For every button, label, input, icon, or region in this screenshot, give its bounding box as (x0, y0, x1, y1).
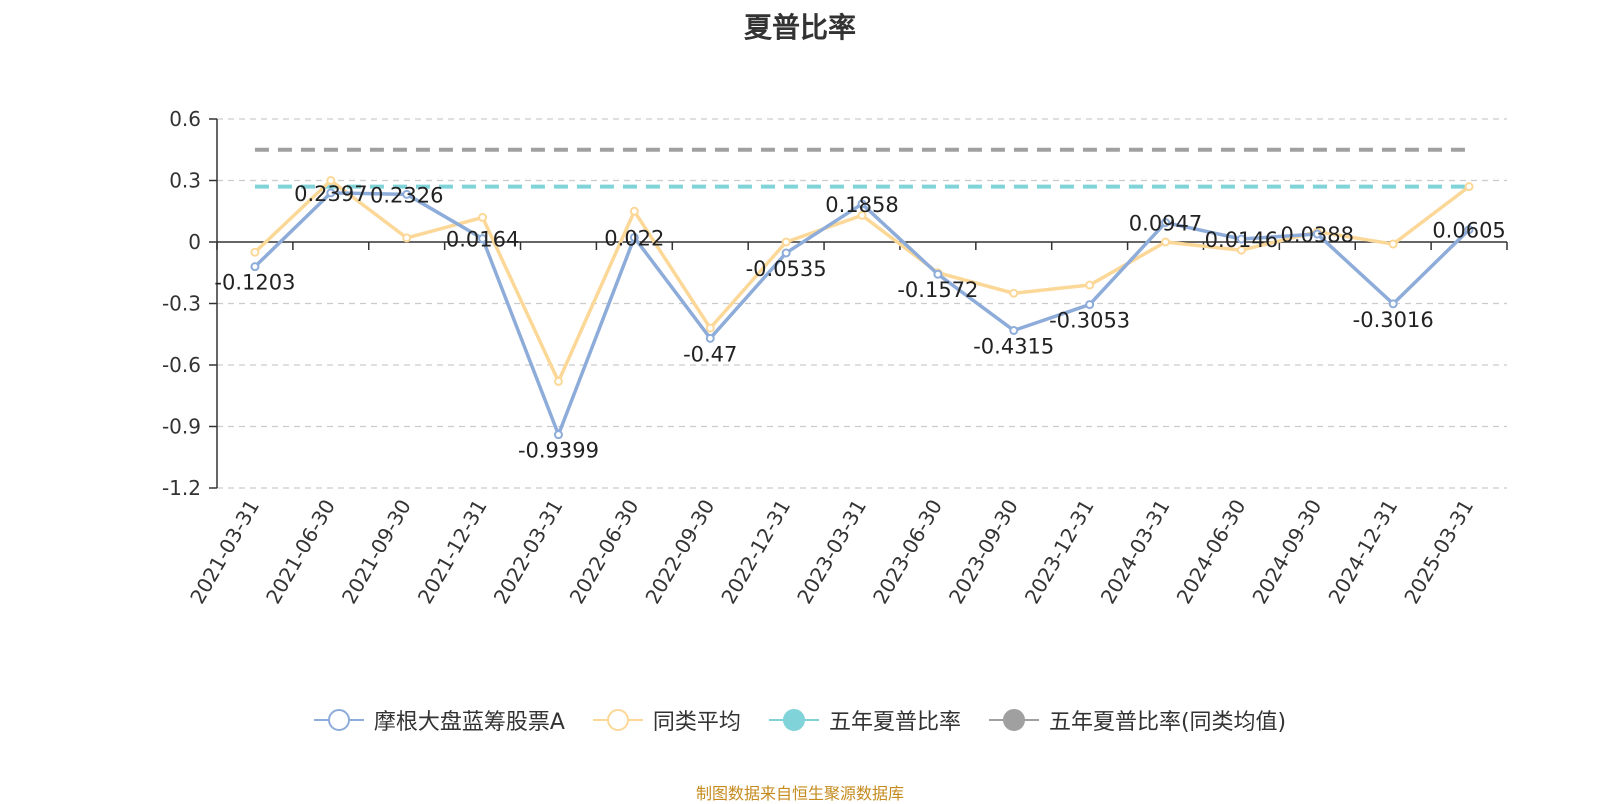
data-label: -0.0535 (746, 257, 827, 281)
legend-item-five-year-peer[interactable]: 五年夏普比率(同类均值) (988, 704, 1287, 736)
data-label: 0.022 (604, 226, 664, 250)
data-point-1[interactable] (705, 323, 715, 333)
x-tick-label: 2022-06-30 (565, 495, 644, 608)
data-label: 0.0146 (1205, 228, 1278, 252)
data-point-1[interactable] (857, 210, 867, 220)
legend-label-five-year-peer: 五年夏普比率(同类均值) (1048, 710, 1287, 735)
data-label: -0.9399 (518, 439, 599, 463)
x-tick-label: 2021-03-31 (185, 495, 264, 608)
data-point-1[interactable] (1236, 245, 1246, 255)
legend-item-peer-average[interactable]: 同类平均 (592, 704, 741, 736)
x-tick-label: 2021-09-30 (337, 495, 416, 608)
data-point-1[interactable] (1161, 237, 1171, 247)
x-tick-label: 2023-09-30 (944, 495, 1023, 608)
x-tick-label: 2022-12-31 (716, 495, 795, 608)
data-label: -0.1572 (897, 278, 978, 302)
sharpe-ratio-chart: 0.6 0.3 0 -0.3 -0.6 -0.9 -1.22021-03-312021-06… (162, 107, 1508, 608)
data-point-0[interactable] (326, 188, 336, 198)
data-point-0[interactable] (933, 269, 943, 279)
legend-item-five-year[interactable]: 五年夏普比率 (768, 704, 961, 736)
data-label: 0.0164 (446, 228, 519, 252)
y-tick-label: -0.9 (162, 415, 201, 439)
x-tick-label: 2021-06-30 (261, 495, 340, 608)
grid-layer (217, 118, 1507, 489)
data-point-0[interactable] (705, 333, 715, 343)
data-point-0[interactable] (1085, 300, 1095, 310)
data-label: 0.1858 (825, 193, 898, 217)
legend-label-fund: 摩根大盘蓝筹股票A (373, 710, 565, 735)
data-point-0[interactable] (1009, 325, 1019, 335)
data-point-0[interactable] (1312, 229, 1322, 239)
data-point-1[interactable] (1464, 182, 1474, 192)
series-layer (250, 176, 1474, 440)
data-point-0[interactable] (402, 189, 412, 199)
data-label: 0.2326 (370, 183, 443, 207)
chart-title: 夏普比率 (743, 11, 856, 44)
data-point-0[interactable] (629, 232, 639, 242)
legend-fund-marker-icon (313, 709, 364, 731)
data-label: -0.1203 (214, 271, 295, 295)
data-label: 0.2397 (294, 182, 367, 206)
data-label: 0.0388 (1281, 223, 1354, 247)
y-tick-label: -1.2 (162, 476, 201, 500)
x-tick-label: 2024-12-31 (1323, 495, 1402, 608)
data-point-0[interactable] (1464, 225, 1474, 235)
x-tick-label: 2025-03-31 (1399, 495, 1478, 608)
data-point-0[interactable] (553, 430, 563, 440)
x-tick-label: 2023-06-30 (868, 495, 947, 608)
y-tick-label: 0 (188, 230, 201, 254)
x-tick-label: 2023-12-31 (1020, 495, 1099, 608)
data-point-1[interactable] (478, 212, 488, 222)
y-tick-label: 0.6 (169, 107, 201, 131)
data-point-1[interactable] (781, 237, 791, 247)
data-label: 0.0605 (1432, 219, 1505, 243)
x-tick-label: 2024-03-31 (1096, 495, 1175, 608)
data-source-note: 制图数据来自恒生聚源数据库 (695, 784, 904, 803)
data-point-1[interactable] (402, 233, 412, 243)
data-point-1[interactable] (250, 247, 260, 257)
data-point-1[interactable] (1085, 280, 1095, 290)
y-tick-label: 0.3 (169, 169, 201, 193)
legend-label-peer-average: 同类平均 (652, 710, 741, 735)
legend-five-year-marker-icon (768, 709, 819, 731)
data-point-0[interactable] (478, 234, 488, 244)
data-point-0[interactable] (250, 262, 260, 272)
y-tick-label: -0.6 (162, 353, 201, 377)
x-tick-label: 2022-03-31 (489, 495, 568, 608)
data-point-0[interactable] (857, 199, 867, 209)
data-point-1[interactable] (1388, 239, 1398, 249)
data-label: -0.3016 (1353, 308, 1434, 332)
data-point-1[interactable] (326, 176, 336, 185)
x-tick-label: 2021-12-31 (413, 495, 492, 608)
data-label: -0.47 (683, 342, 737, 366)
data-point-1[interactable] (1009, 288, 1019, 298)
legend: 摩根大盘蓝筹股票A 同类平均 五年夏普比率 五年夏普比率(同类均值) (0, 704, 1600, 736)
data-label: 0.0947 (1129, 212, 1202, 236)
legend-five-year-peer-marker-icon (988, 709, 1039, 731)
data-point-0[interactable] (1388, 299, 1398, 309)
data-point-1[interactable] (553, 376, 563, 386)
data-point-1[interactable] (629, 206, 639, 216)
x-tick-label: 2023-03-31 (792, 495, 871, 608)
legend-label-five-year: 五年夏普比率 (828, 710, 961, 735)
x-tick-label: 2022-09-30 (640, 495, 719, 608)
y-tick-label: -0.3 (162, 292, 201, 316)
data-point-0[interactable] (781, 248, 791, 258)
legend-item-fund[interactable]: 摩根大盘蓝筹股票A (313, 704, 565, 736)
data-label: -0.3053 (1049, 309, 1130, 333)
legend-peer-marker-icon (592, 709, 643, 731)
data-point-0[interactable] (1236, 234, 1246, 244)
data-label: -0.4315 (973, 334, 1054, 358)
reference-lines-layer (254, 147, 1470, 189)
data-point-0[interactable] (1161, 218, 1171, 228)
x-tick-label: 2024-06-30 (1172, 495, 1251, 608)
x-tick-label: 2024-09-30 (1247, 495, 1326, 608)
